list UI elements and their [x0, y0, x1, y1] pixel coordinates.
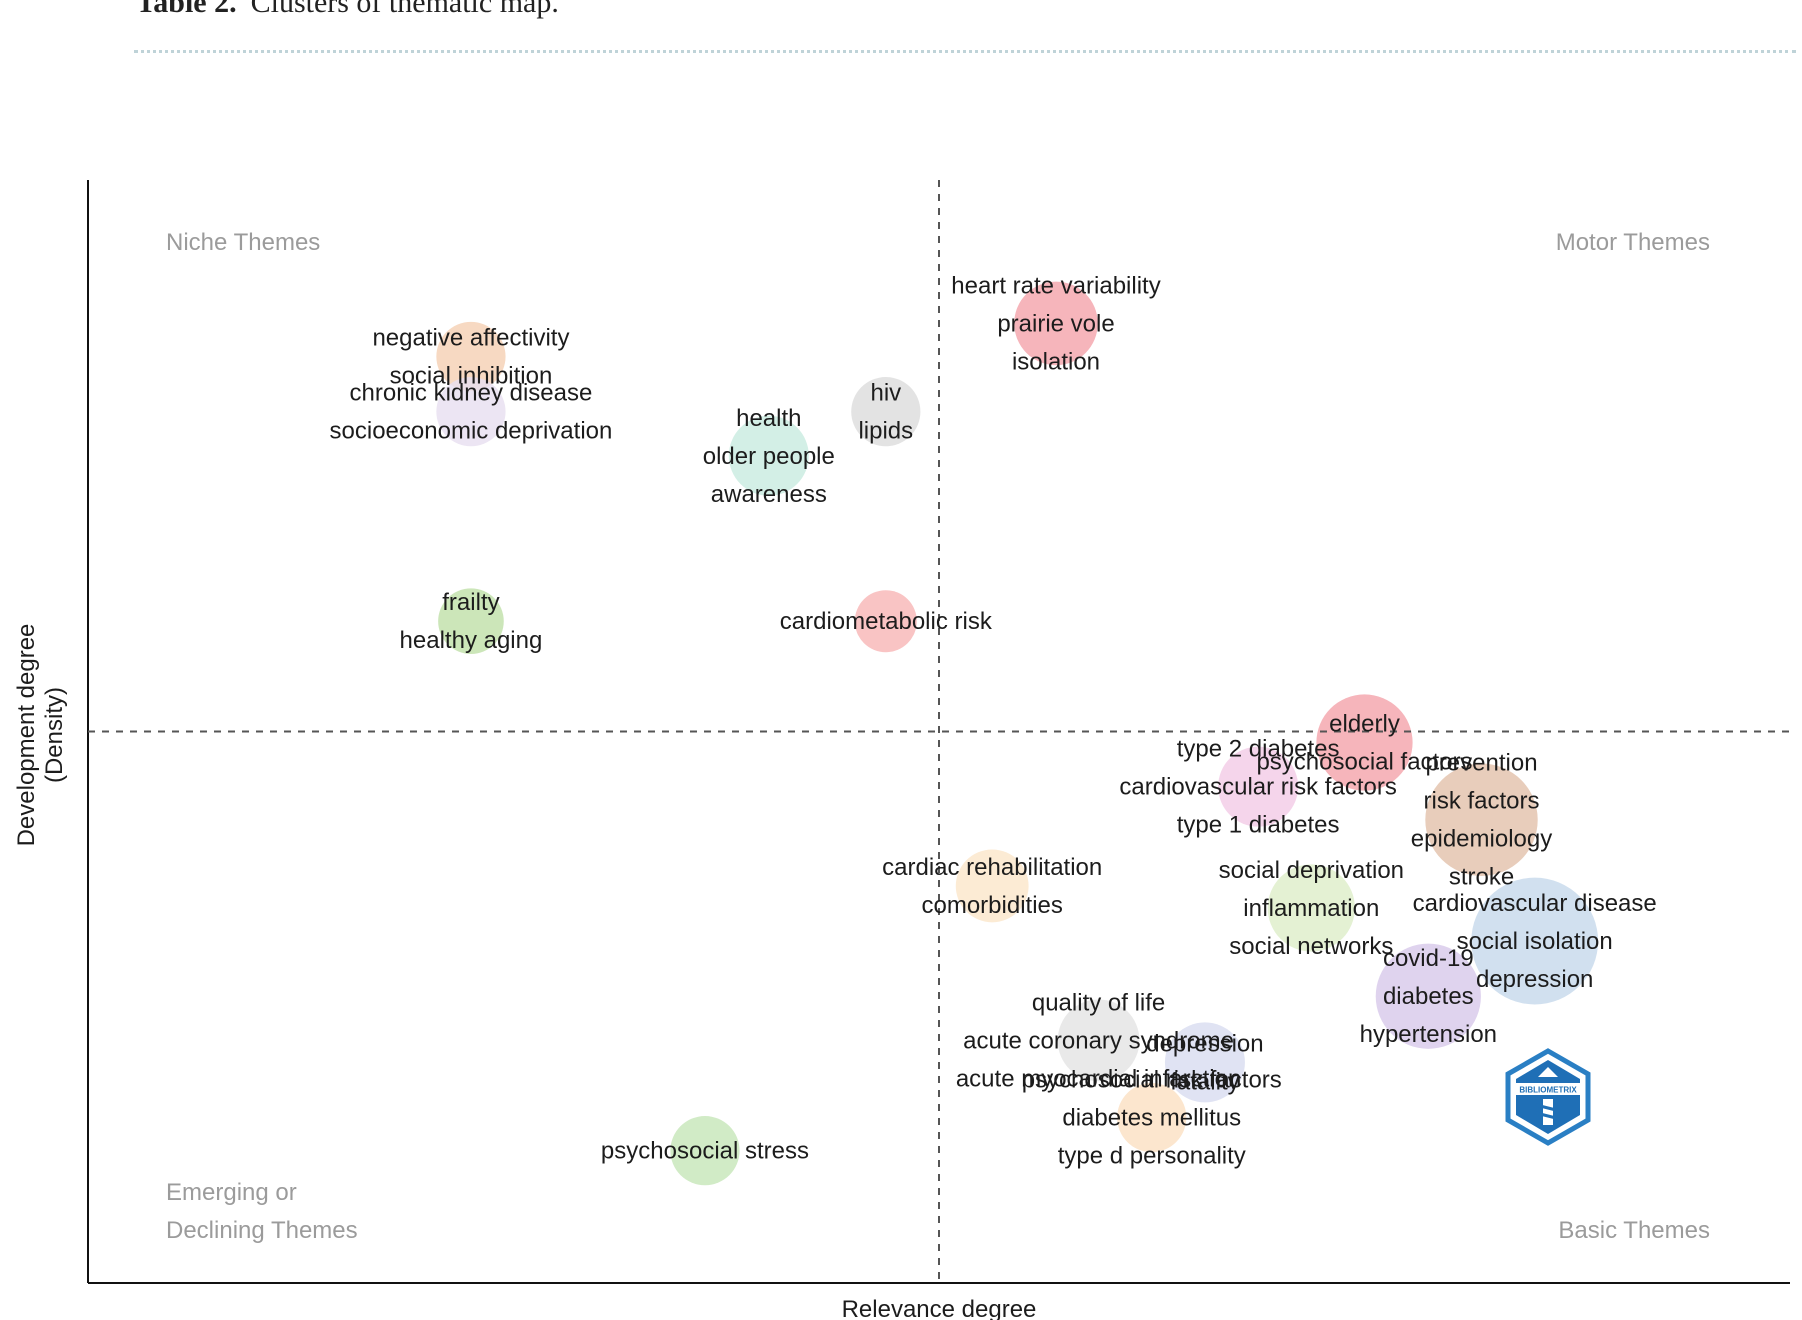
- bibliometrix-logo-icon: BIBLIOMETRIX: [1505, 1048, 1591, 1146]
- cluster-term-label: type 2 diabetes: [1177, 736, 1340, 763]
- cluster-term-label: diabetes: [1383, 983, 1474, 1010]
- cluster-bubble: [1267, 864, 1355, 952]
- cluster-term-label: diabetes mellitus: [1062, 1105, 1241, 1132]
- cluster-bubble: [851, 377, 921, 447]
- cluster-term-label: cardiometabolic risk: [780, 608, 993, 635]
- cluster-term-label: hiv: [870, 380, 901, 407]
- cluster-bubble: [1218, 746, 1299, 827]
- cluster-bubble: [1117, 1082, 1187, 1153]
- cluster-term-label: socioeconomic deprivation: [330, 418, 613, 445]
- cluster-bubble: [436, 321, 506, 392]
- caption-label: Table 2.: [136, 0, 237, 19]
- cluster-bubble: [1164, 1022, 1245, 1103]
- cluster-term-label: social inhibition: [390, 362, 553, 389]
- cluster-term-label: older people: [703, 443, 835, 470]
- cluster-bubble: [728, 415, 809, 496]
- cluster-term-label: cardiovascular risk factors: [1119, 774, 1396, 801]
- cluster-term-label: type d personality: [1058, 1143, 1246, 1170]
- y-axis-title-line: (Density): [41, 687, 68, 783]
- cluster-bubble: [955, 849, 1029, 923]
- cluster-term-label: prevention: [1425, 750, 1537, 777]
- cluster-term-label: healthy aging: [400, 627, 543, 654]
- axes: [87, 180, 1790, 1284]
- y-axis-title: Development degree (Density): [13, 624, 68, 847]
- cluster-term-label: elderly: [1329, 711, 1400, 738]
- cluster-term-label: hypertension: [1360, 1021, 1497, 1048]
- cluster-bubble: [1057, 999, 1140, 1082]
- cluster-bubble: [1375, 943, 1481, 1049]
- cluster-term-label: cardiovascular disease: [1413, 890, 1657, 917]
- cluster-term-label: type 1 diabetes: [1177, 812, 1340, 839]
- cluster-term-label: risk factors: [1424, 788, 1540, 815]
- cluster-bubble: [1014, 281, 1098, 366]
- quadrant-label-bottom-left: Declining Themes: [166, 1217, 358, 1244]
- cluster-term-label: comorbidities: [921, 892, 1062, 919]
- cluster-term-label: psychosocial risk factors: [1022, 1067, 1282, 1094]
- cluster-term-label: social isolation: [1457, 928, 1613, 955]
- cluster-bubble: [1471, 877, 1599, 1005]
- cluster-term-label: covid-19: [1383, 945, 1474, 972]
- quadrant-label-bottom-right: Basic Themes: [1558, 1217, 1710, 1244]
- cluster-bubble: [1425, 763, 1538, 876]
- cluster-term-label: chronic kidney disease: [350, 380, 593, 407]
- cluster-term-label: lipids: [858, 418, 913, 445]
- cluster-term-label: awareness: [711, 481, 827, 508]
- cluster-term-label: acute myocardial infarction: [956, 1065, 1241, 1092]
- cluster-term-label: epidemiology: [1411, 826, 1552, 853]
- y-axis-title-line: Development degree: [13, 624, 40, 847]
- cluster-term-label: depression: [1146, 1030, 1263, 1057]
- cluster-term-label: health: [736, 405, 801, 432]
- cluster-bubble: [670, 1116, 740, 1186]
- cluster-term-label: psychosocial stress: [601, 1138, 809, 1165]
- cluster-bubble: [854, 590, 917, 653]
- caption-divider: [134, 50, 1796, 53]
- quadrant-label-top-left: Niche Themes: [166, 229, 320, 256]
- cluster-term-label: depression: [1476, 966, 1593, 993]
- cluster-term-label: social networks: [1229, 933, 1393, 960]
- bubble-layer: [436, 281, 1599, 1186]
- cluster-term-label: fatality: [1170, 1068, 1239, 1095]
- cluster-term-label: social deprivation: [1219, 857, 1404, 884]
- table-caption: Table 2. Clusters of thematic map.: [136, 0, 559, 20]
- cluster-term-label: negative affectivity: [372, 324, 569, 351]
- cluster-bubble: [436, 377, 506, 447]
- quadrant-label-top-right: Motor Themes: [1556, 229, 1710, 256]
- logo-text: BIBLIOMETRIX: [1519, 1086, 1577, 1095]
- x-axis-title: Relevance degree: [842, 1296, 1037, 1320]
- cluster-bubble: [438, 588, 504, 654]
- caption-text: Clusters of thematic map.: [250, 0, 559, 19]
- quadrant-labels: Niche Themes Motor Themes Emerging or Decli…: [166, 229, 1710, 1244]
- cluster-term-label: acute coronary syndrome: [963, 1027, 1234, 1054]
- cluster-term-label: heart rate variability: [951, 272, 1160, 299]
- cluster-term-label: cardiac rehabilitation: [882, 854, 1102, 881]
- cluster-term-label: psychosocial factors: [1256, 749, 1472, 776]
- cluster-labels: heart rate variability prairie vole isolat…: [330, 272, 1657, 1169]
- cluster-term-label: inflammation: [1243, 895, 1379, 922]
- cluster-term-label: quality of life: [1032, 989, 1165, 1016]
- cluster-term-label: prairie vole: [997, 310, 1114, 337]
- cluster-bubble: [1316, 694, 1413, 791]
- cluster-term-label: isolation: [1012, 348, 1100, 375]
- quadrant-label-bottom-left: Emerging or: [166, 1179, 297, 1206]
- cluster-term-label: stroke: [1449, 864, 1514, 891]
- cluster-term-label: frailty: [442, 589, 499, 616]
